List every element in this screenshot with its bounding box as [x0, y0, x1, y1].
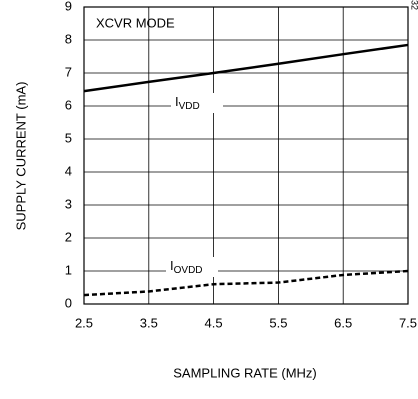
- y-tick-label: 9: [65, 0, 72, 13]
- chart-title: XCVR MODE: [96, 15, 175, 30]
- label-bg: [171, 93, 223, 113]
- watermark: MAX5863 toc32: [410, 0, 418, 10]
- y-tick-label: 2: [65, 229, 72, 244]
- x-tick-label: 6.5: [334, 315, 352, 330]
- y-tick-label: 5: [65, 130, 72, 145]
- series-label: IOVDD: [170, 258, 203, 275]
- y-tick-label: 8: [65, 31, 72, 46]
- y-tick-label: 3: [65, 196, 72, 211]
- y-axis-label: SUPPLY CURRENT (mA): [13, 82, 28, 231]
- label-bg: [166, 257, 218, 277]
- series-label: IVDD: [175, 94, 200, 111]
- data-line: [83, 43, 409, 93]
- data-line: [83, 269, 409, 297]
- x-axis-label: SAMPLING RATE (MHz): [173, 365, 317, 380]
- y-tick-label: 0: [65, 295, 72, 310]
- x-tick-label: 5.5: [269, 315, 287, 330]
- y-tick-label: 4: [65, 163, 72, 178]
- x-tick-label: 3.5: [140, 315, 158, 330]
- y-tick-label: 6: [65, 97, 72, 112]
- plot-frame: [83, 6, 409, 305]
- x-tick-label: 4.5: [205, 315, 223, 330]
- y-tick-label: 7: [65, 64, 72, 79]
- x-tick-label: 7.5: [399, 315, 417, 330]
- x-tick-label: 2.5: [75, 315, 93, 330]
- y-tick-label: 1: [65, 262, 72, 277]
